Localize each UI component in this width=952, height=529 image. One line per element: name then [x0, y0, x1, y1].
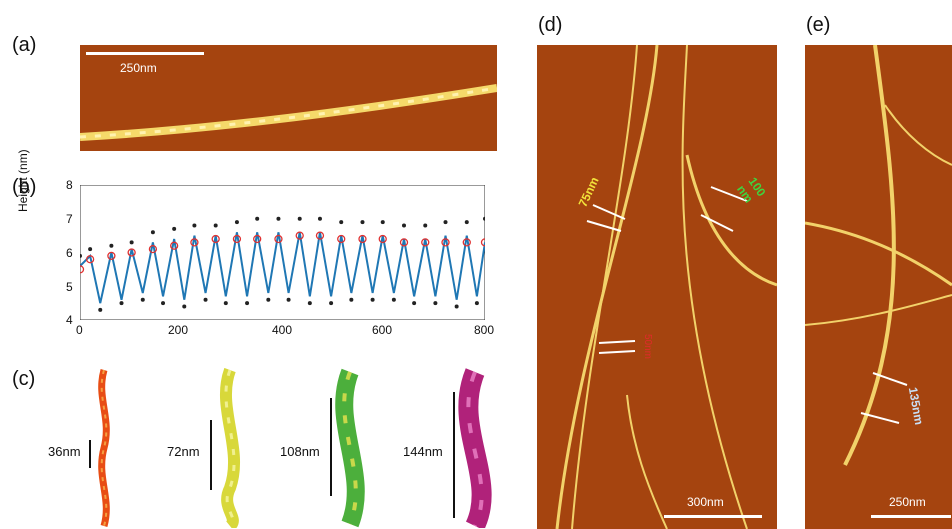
height-data-point — [349, 297, 354, 302]
peak-marker — [421, 238, 430, 247]
peak-marker — [170, 241, 179, 250]
peak-marker — [127, 248, 136, 257]
pitch-label-72: 72nm — [167, 444, 200, 459]
height-data-point — [223, 301, 228, 306]
height-data-point — [129, 240, 134, 245]
height-data-point — [98, 307, 103, 312]
panel-c-label: (c) — [12, 368, 36, 390]
height-data-point — [109, 243, 114, 248]
height-data-point — [474, 301, 479, 306]
height-data-point — [380, 220, 385, 225]
peak-marker — [441, 238, 450, 247]
peak-marker — [315, 231, 325, 240]
height-data-point — [213, 223, 218, 228]
scale-label-e: 250nm — [889, 495, 926, 509]
panel-d-label: (d) — [538, 14, 563, 36]
height-data-point — [182, 304, 187, 309]
panel-b-label: (b) — [12, 176, 37, 198]
fit-line — [80, 232, 485, 304]
height-data-point — [360, 220, 365, 225]
pitch-label-36: 36nm — [48, 444, 81, 459]
fibrils-d — [555, 45, 777, 529]
xtick-800: 800 — [474, 323, 495, 337]
peak-marker — [85, 255, 95, 264]
xtick-0: 0 — [76, 323, 83, 337]
ytick-5: 5 — [66, 280, 73, 294]
scale-bar-e — [871, 515, 951, 518]
height-data-point — [140, 297, 145, 302]
peak-marker — [358, 234, 367, 244]
height-data-point — [150, 230, 155, 235]
peak-marker — [480, 238, 485, 247]
scale-bar-d — [664, 515, 762, 518]
height-data-point — [464, 220, 469, 225]
peak-marker — [232, 234, 242, 244]
helix-models — [89, 368, 492, 528]
height-data-point — [317, 216, 322, 221]
peak-marker — [253, 234, 262, 244]
fibril-a — [80, 84, 497, 141]
panel-e-label: (e) — [806, 14, 831, 36]
height-data-point — [88, 247, 93, 252]
scale-bar-a — [86, 52, 204, 55]
peak-marker — [211, 234, 220, 244]
height-data-point — [245, 301, 250, 306]
ytick-4: 4 — [66, 313, 73, 327]
height-data-point — [297, 216, 302, 221]
height-data-point — [203, 297, 208, 302]
peak-marker — [148, 244, 158, 254]
height-data-point — [339, 220, 344, 225]
pitch-label-144: 144nm — [403, 444, 443, 459]
height-data-point — [391, 297, 396, 302]
peak-marker — [462, 238, 471, 247]
height-data-point — [255, 216, 260, 221]
peak-marker — [107, 251, 116, 261]
height-data-point — [483, 216, 485, 221]
height-data-point — [370, 297, 375, 302]
ytick-8: 8 — [66, 178, 73, 192]
peak-marker — [378, 234, 387, 244]
height-data-point — [423, 223, 428, 228]
height-data-point — [329, 301, 334, 306]
height-profile-chart — [80, 185, 485, 320]
height-data-point — [80, 253, 82, 258]
height-data-point — [433, 301, 438, 306]
scale-label-d: 300nm — [687, 495, 724, 509]
fibrils-e — [805, 45, 952, 466]
peak-marker — [295, 231, 304, 240]
scale-label-a: 250nm — [120, 61, 157, 75]
panel-a-label: (a) — [12, 34, 37, 56]
height-data-point — [307, 301, 312, 306]
peak-marker — [190, 238, 199, 247]
peak-marker — [274, 234, 283, 244]
height-data-point — [266, 297, 271, 302]
xtick-400: 400 — [272, 323, 293, 337]
ytick-6: 6 — [66, 246, 73, 260]
height-data-point — [276, 216, 281, 221]
height-data-point — [192, 223, 197, 228]
peak-marker — [399, 238, 409, 247]
height-data-point — [443, 220, 448, 225]
pitch-label-108: 108nm — [280, 444, 320, 459]
chart-ylabel: Height (nm) — [16, 149, 30, 212]
height-data-point — [161, 301, 166, 306]
ytick-7: 7 — [66, 212, 73, 226]
xtick-600: 600 — [372, 323, 393, 337]
annotation-50nm: 50nm — [642, 333, 654, 360]
peak-marker — [80, 265, 85, 274]
height-data-point — [402, 223, 406, 228]
panel-a-afm-image: 250nm — [80, 45, 497, 151]
height-data-point — [119, 301, 124, 306]
panel-e-afm-image: 135nm 250nm — [805, 45, 952, 529]
height-data-point — [412, 301, 417, 306]
panel-d-afm-image: 75nm 100 nm 50nm 300nm — [537, 45, 777, 529]
xtick-200: 200 — [168, 323, 189, 337]
height-data-point — [234, 220, 239, 225]
height-data-point — [286, 297, 291, 302]
height-data-point — [172, 226, 177, 231]
peak-marker — [337, 234, 346, 244]
height-data-point — [454, 304, 459, 309]
